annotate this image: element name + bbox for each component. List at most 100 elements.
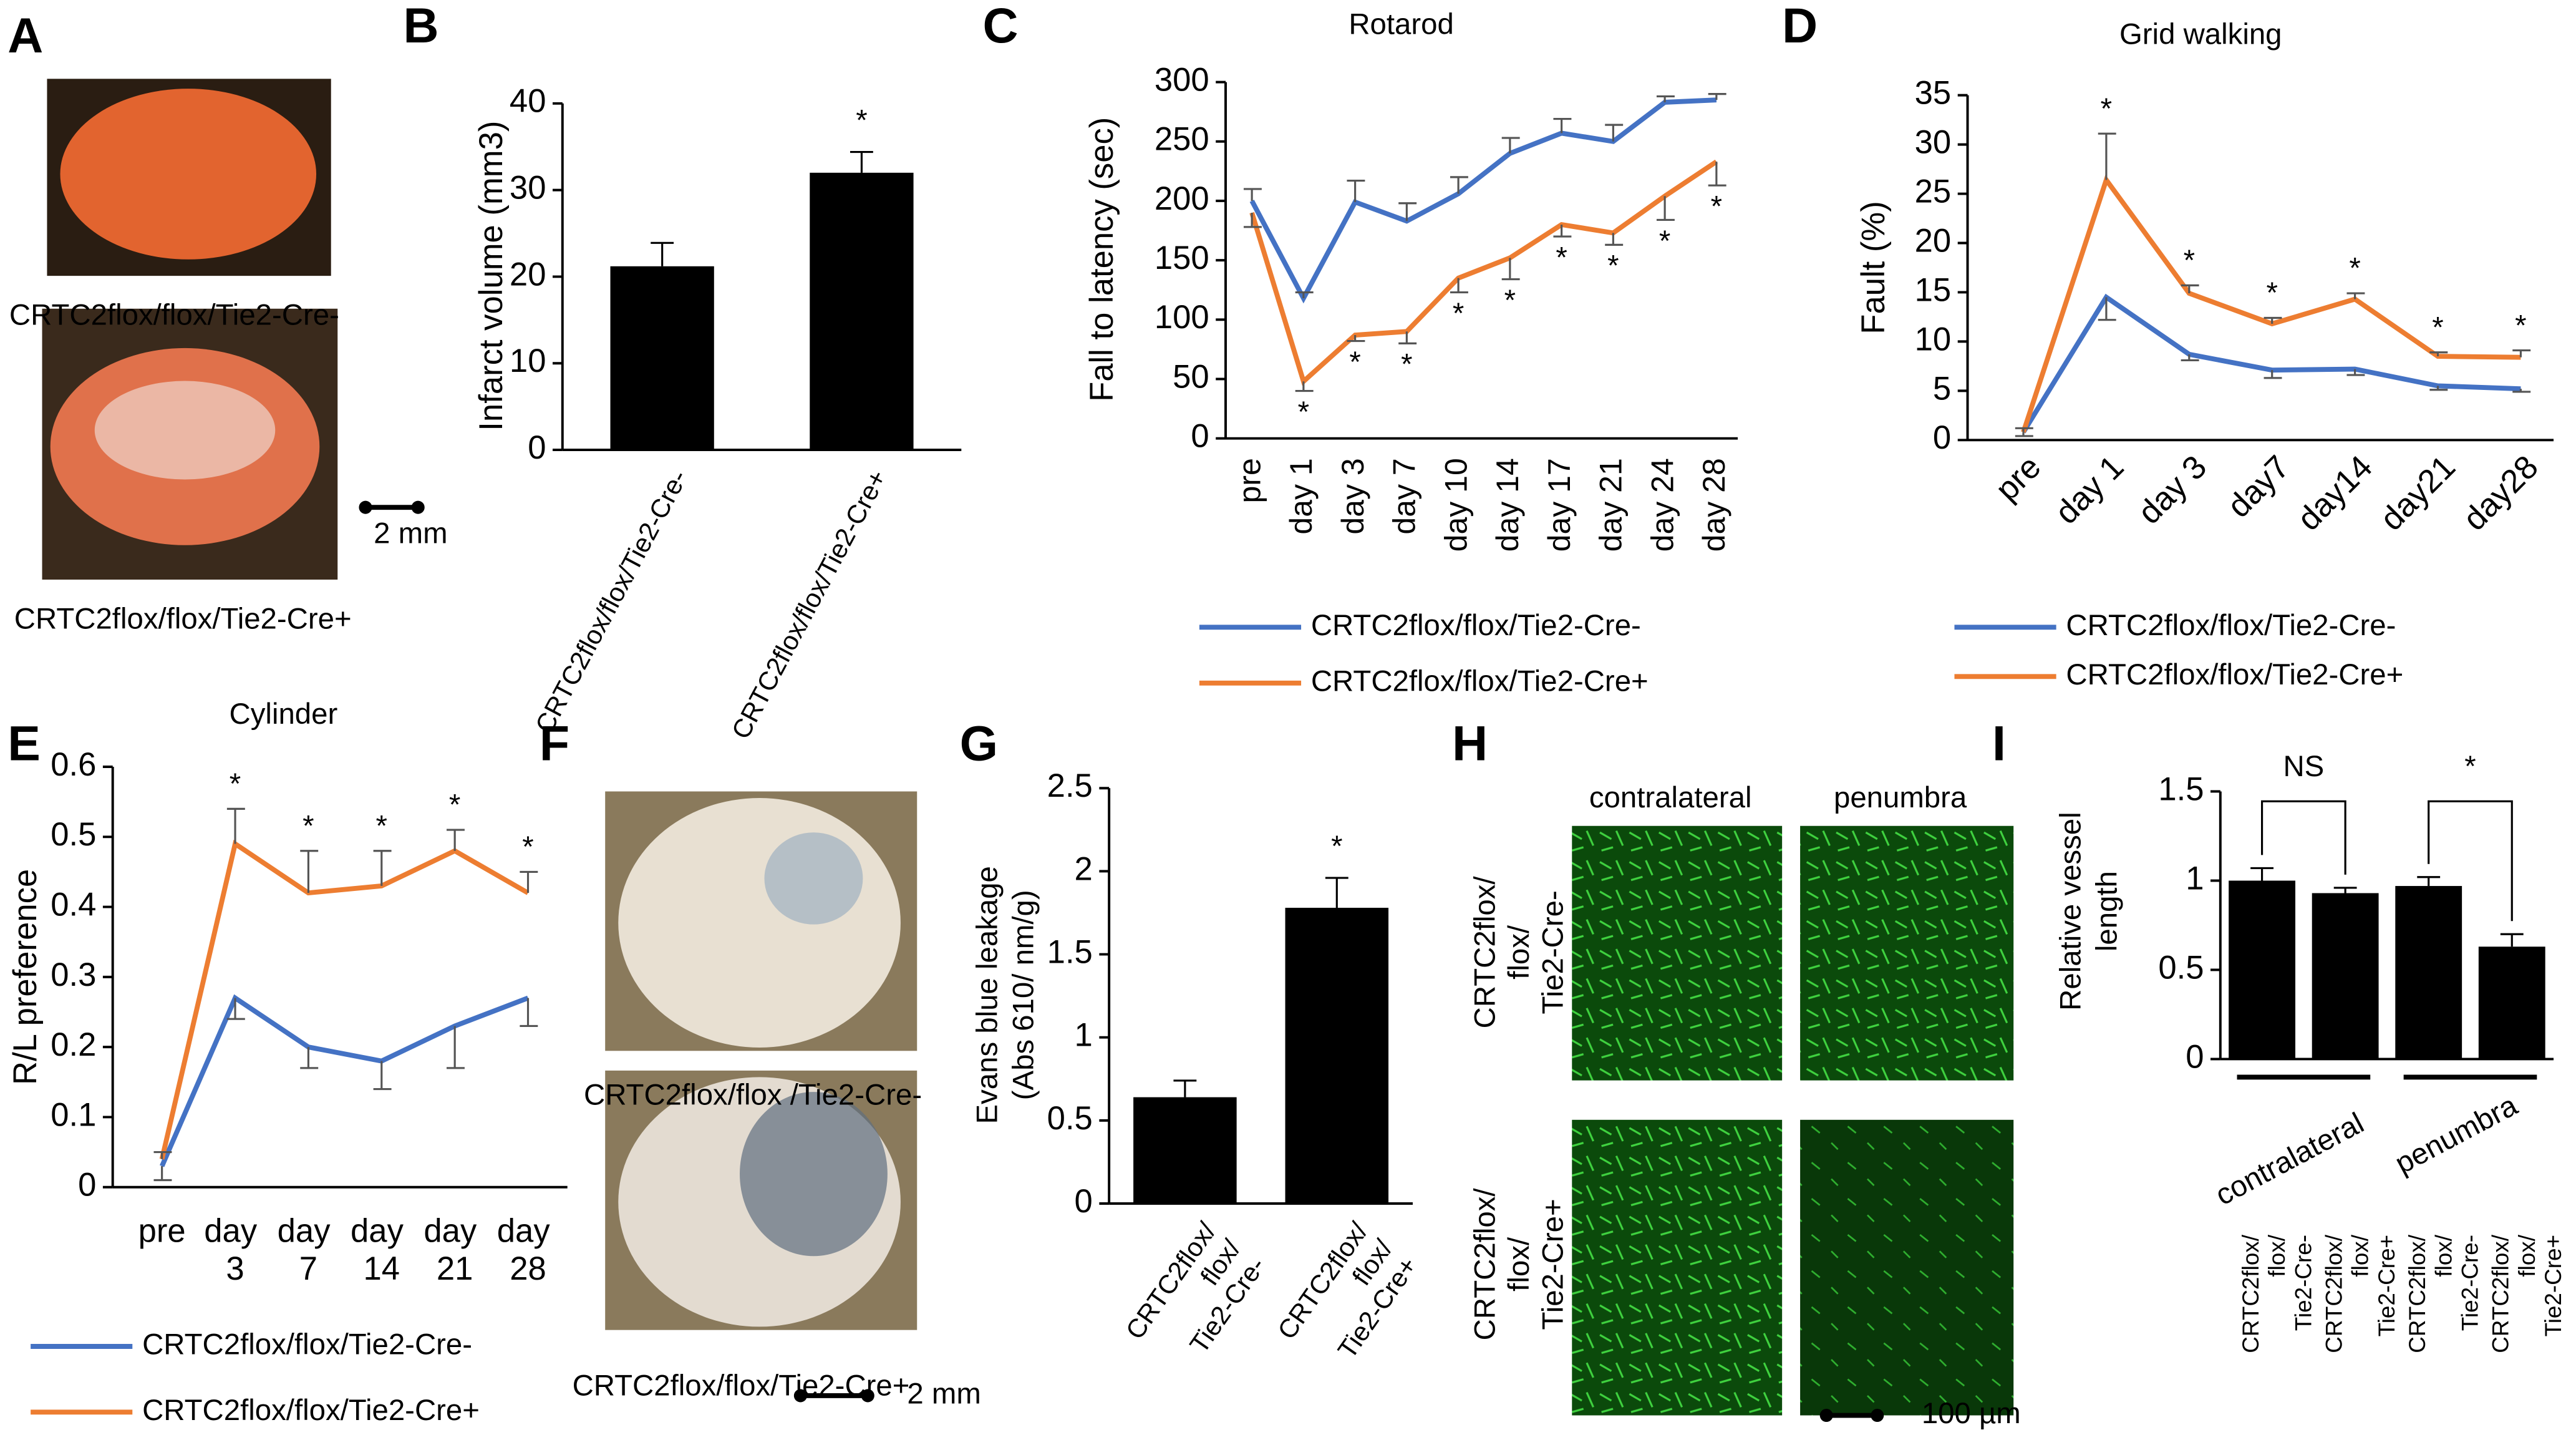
- x-tick-label: day14: [2290, 449, 2380, 538]
- y-tick-label: 0.5: [2158, 949, 2204, 986]
- chart-title: Cylinder: [230, 698, 338, 731]
- y-axis-label: Fall to latency (sec): [1083, 117, 1120, 402]
- y-tick-label: 15: [1915, 271, 1952, 308]
- panel-letter: I: [1992, 716, 2006, 771]
- significance: *: [1504, 284, 1516, 317]
- brain-slice: [60, 89, 317, 260]
- x-tick-label: CRTC2flox/flox/Tie2-Cre-: [530, 465, 693, 737]
- significance: *: [1453, 297, 1464, 330]
- x-tick-label: CRTC2flox/flox/Tie2-Cre-: [2404, 1234, 2483, 1353]
- x-tick-label: CRTC2flox/flox/Tie2-Cre-: [2238, 1234, 2317, 1353]
- y-axis-label: R/L preference: [7, 869, 44, 1085]
- row-label: CRTC2flox/flox/Tie2-Cre+: [1468, 1188, 1569, 1341]
- y-tick-label: 200: [1155, 180, 1209, 217]
- x-tick-label: day 14: [1490, 458, 1525, 552]
- bar: [2229, 880, 2296, 1059]
- infarct: [94, 381, 276, 480]
- x-tick-label: day7: [2220, 449, 2297, 525]
- x-tick-label: day 3: [2131, 449, 2214, 532]
- significance: *: [1349, 346, 1360, 379]
- x-tick-label: CRTC2flox/flox/Tie2-Cre+: [2321, 1234, 2399, 1353]
- x-tick-label: pre: [138, 1212, 186, 1249]
- x-tick-label: day 10: [1438, 458, 1473, 552]
- micrograph: [1572, 825, 1783, 1081]
- bar: [1285, 907, 1389, 1204]
- x-tick-label: CRTC2flox/flox/Tie2-Cre+: [726, 465, 893, 744]
- group-label: contralateral: [2210, 1106, 2369, 1212]
- scale-label: 2 mm: [374, 517, 447, 550]
- scale-bar-end: [793, 1389, 807, 1403]
- legend-label: CRTC2flox/flox/Tie2-Cre+: [142, 1394, 480, 1427]
- line: [1249, 159, 1718, 386]
- significance: *: [1401, 348, 1412, 381]
- caption: CRTC2flox/flox/Tie2-Cre+: [14, 602, 352, 635]
- y-axis-label: Fault (%): [1855, 201, 1892, 334]
- y-tick-label: 0: [528, 429, 546, 466]
- panel-letter: G: [960, 716, 998, 771]
- caption: CRTC2flox/flox/Tie2-Cre-: [9, 298, 339, 331]
- y-tick-label: 25: [1915, 173, 1952, 210]
- bar: [2312, 893, 2379, 1059]
- y-tick-label: 1.5: [1047, 933, 1093, 970]
- x-tick-label: day 7: [278, 1212, 339, 1287]
- y-axis-label: Infarct volume (mm3): [473, 121, 510, 431]
- significance: *: [522, 830, 533, 864]
- significance: *: [2184, 244, 2195, 277]
- comparison-label: NS: [2283, 750, 2324, 783]
- y-tick-label: 0: [78, 1167, 96, 1204]
- x-tick-label: CRTC2flox/flox/Tie2-Cre-: [1120, 1217, 1271, 1379]
- y-tick-label: 35: [1915, 75, 1952, 112]
- y-tick-label: 30: [510, 170, 546, 207]
- y-tick-label: 20: [1915, 222, 1952, 259]
- panel-letter: B: [404, 0, 439, 53]
- scale-label: 2 mm: [907, 1377, 981, 1410]
- panel-letter: H: [1452, 716, 1488, 771]
- group-label: penumbra: [2390, 1089, 2523, 1180]
- x-tick-label: day28: [2456, 449, 2545, 538]
- x-tick-label: CRTC2flox/flox/Tie2-Cre+: [1272, 1217, 1423, 1379]
- significance: *: [1711, 190, 1722, 223]
- x-tick-label: day 21: [424, 1212, 485, 1287]
- scale-bar-end: [1871, 1408, 1884, 1423]
- scale-bar-end: [1819, 1408, 1833, 1423]
- significance: *: [303, 809, 314, 842]
- x-tick-label: day 3: [1335, 458, 1370, 534]
- y-tick-label: 0: [1075, 1183, 1093, 1220]
- comparison-label: *: [2464, 750, 2476, 783]
- y-tick-label: 1: [2186, 860, 2204, 897]
- significance: *: [1331, 830, 1342, 863]
- y-axis-label: Evans blue leakage: [971, 866, 1004, 1124]
- y-tick-label: 0: [1933, 419, 1951, 456]
- y-tick-label: 0.5: [1047, 1100, 1093, 1137]
- x-tick-label: day 1: [2048, 449, 2131, 532]
- significance: *: [2515, 309, 2526, 342]
- y-tick-label: 0.5: [51, 816, 96, 853]
- bar: [810, 172, 914, 450]
- caption: CRTC2flox/flox /Tie2-Cre-: [584, 1078, 922, 1111]
- chart-title: Rotarod: [1349, 8, 1454, 41]
- column-label: penumbra: [1834, 781, 1967, 814]
- significance: *: [376, 809, 387, 842]
- scale-bar-end: [359, 500, 372, 514]
- scale-label: 100 µm: [1922, 1397, 2021, 1430]
- significance: *: [2101, 92, 2112, 125]
- x-tick-label: day 14: [351, 1212, 412, 1287]
- y-tick-label: 250: [1155, 121, 1209, 158]
- y-tick-label: 20: [510, 256, 546, 293]
- bar: [610, 266, 714, 450]
- y-tick-label: 40: [510, 83, 546, 120]
- x-tick-label: day 28: [497, 1212, 559, 1287]
- y-tick-label: 150: [1155, 240, 1209, 276]
- significance: *: [856, 104, 867, 137]
- legend-label: CRTC2flox/flox/Tie2-Cre+: [1311, 664, 1649, 698]
- micrograph: [1800, 825, 2014, 1081]
- x-tick-label: pre: [1232, 458, 1267, 503]
- significance: *: [2432, 311, 2443, 344]
- line: [159, 840, 530, 1160]
- y-axis-label: (Abs 610/ nm/g): [1007, 890, 1040, 1100]
- y-tick-label: 1.5: [2158, 771, 2204, 807]
- panel-letter: F: [540, 716, 569, 771]
- x-tick-label: CRTC2flox/flox/Tie2-Cre+: [2487, 1234, 2566, 1353]
- y-tick-label: 0: [2186, 1038, 2204, 1075]
